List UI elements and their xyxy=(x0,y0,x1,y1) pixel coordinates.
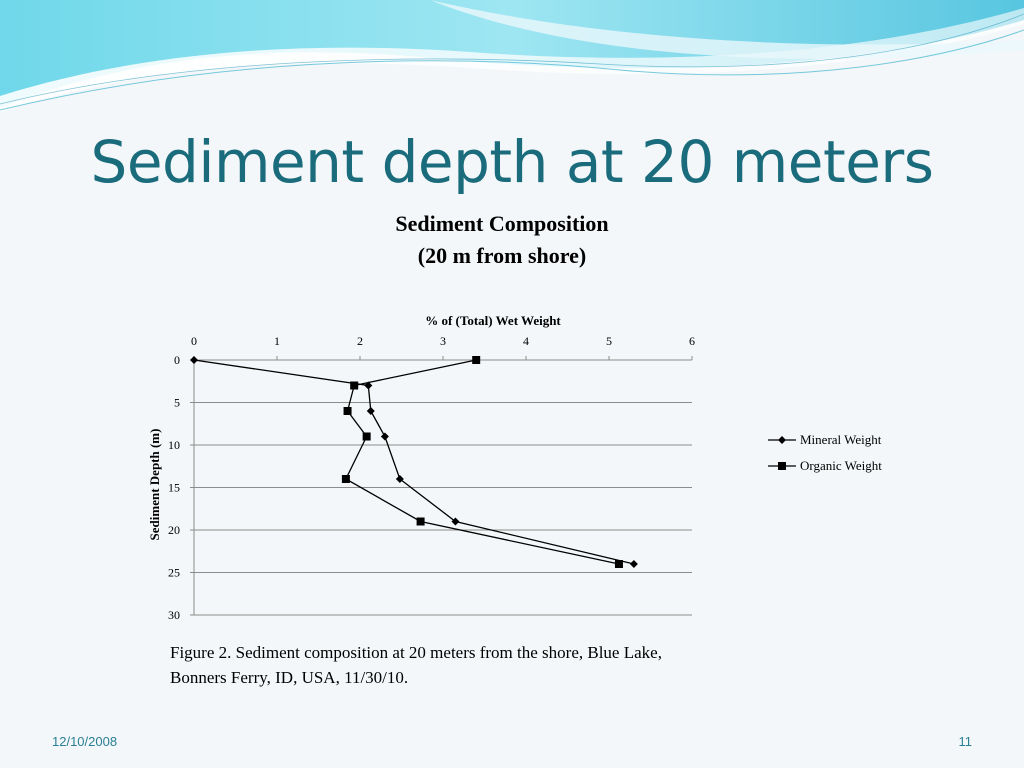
x-tick-label-2: 2 xyxy=(357,334,363,348)
x-tick-label-1: 1 xyxy=(274,334,280,348)
legend-marker-mineral-weight xyxy=(778,436,786,444)
chart-legend: Mineral Weight Organic Weight xyxy=(768,432,882,473)
y-tick-label-10: 10 xyxy=(168,438,180,452)
organic-weight-point-6 xyxy=(614,560,623,568)
footer-date: 12/10/2008 xyxy=(52,734,118,749)
mineral-weight-point-4 xyxy=(395,475,404,483)
y-tick-label-20: 20 xyxy=(168,523,180,537)
chart-title-line2: (20 m from shore) xyxy=(417,243,587,268)
mineral-weight-point-0 xyxy=(190,356,198,364)
chart-gridlines xyxy=(194,402,692,616)
organic-weight-point-0 xyxy=(472,356,481,364)
organic-weight-point-1 xyxy=(350,381,359,390)
legend-label-mineral-weight: Mineral Weight xyxy=(800,432,882,447)
y-tick-label-0: 0 xyxy=(174,353,180,367)
chart-title: Sediment Composition (20 m from shore) xyxy=(300,208,704,272)
slide-title: Sediment depth at 20 meters xyxy=(90,128,934,196)
y-tick-label-5: 5 xyxy=(174,396,180,410)
y-tick-label-15: 15 xyxy=(168,481,180,495)
mineral-weight-point-3 xyxy=(380,432,389,441)
y-axis-title: Sediment Depth (m) xyxy=(147,429,162,541)
mineral-weight-point-6 xyxy=(629,560,638,568)
chart-series xyxy=(190,356,638,568)
mineral-weight-line xyxy=(193,359,635,565)
y-tick-label-25: 25 xyxy=(168,566,180,580)
x-tick-label-5: 5 xyxy=(606,334,612,348)
figure-caption: Figure 2. Sediment composition at 20 met… xyxy=(170,640,810,690)
caption-line2: Bonners Ferry, ID, USA, 11/30/10. xyxy=(170,668,409,687)
x-tick-label-0: 0 xyxy=(191,334,197,348)
organic-weight-point-5 xyxy=(416,517,425,526)
x-tick-label-4: 4 xyxy=(523,334,529,348)
mineral-weight-point-2 xyxy=(366,407,375,415)
chart-axes: 0 5 10 15 20 25 30 0 1 2 3 4 5 6 xyxy=(168,334,695,622)
legend-marker-organic-weight xyxy=(778,462,786,470)
organic-weight-line xyxy=(345,359,620,565)
organic-weight-point-2 xyxy=(343,407,352,415)
chart-title-line1: Sediment Composition xyxy=(395,211,609,236)
header-wave xyxy=(0,0,1024,112)
organic-weight-point-4 xyxy=(341,475,350,483)
x-axis-title: % of (Total) Wet Weight xyxy=(425,313,561,328)
page-number: 11 xyxy=(958,734,973,749)
organic-weight-point-3 xyxy=(362,432,371,441)
x-tick-label-3: 3 xyxy=(440,334,446,348)
mineral-weight-point-5 xyxy=(451,517,460,526)
y-tick-label-30: 30 xyxy=(168,608,180,622)
legend-label-organic-weight: Organic Weight xyxy=(800,458,882,473)
caption-line1: Figure 2. Sediment composition at 20 met… xyxy=(170,643,662,662)
x-tick-label-6: 6 xyxy=(689,334,695,348)
